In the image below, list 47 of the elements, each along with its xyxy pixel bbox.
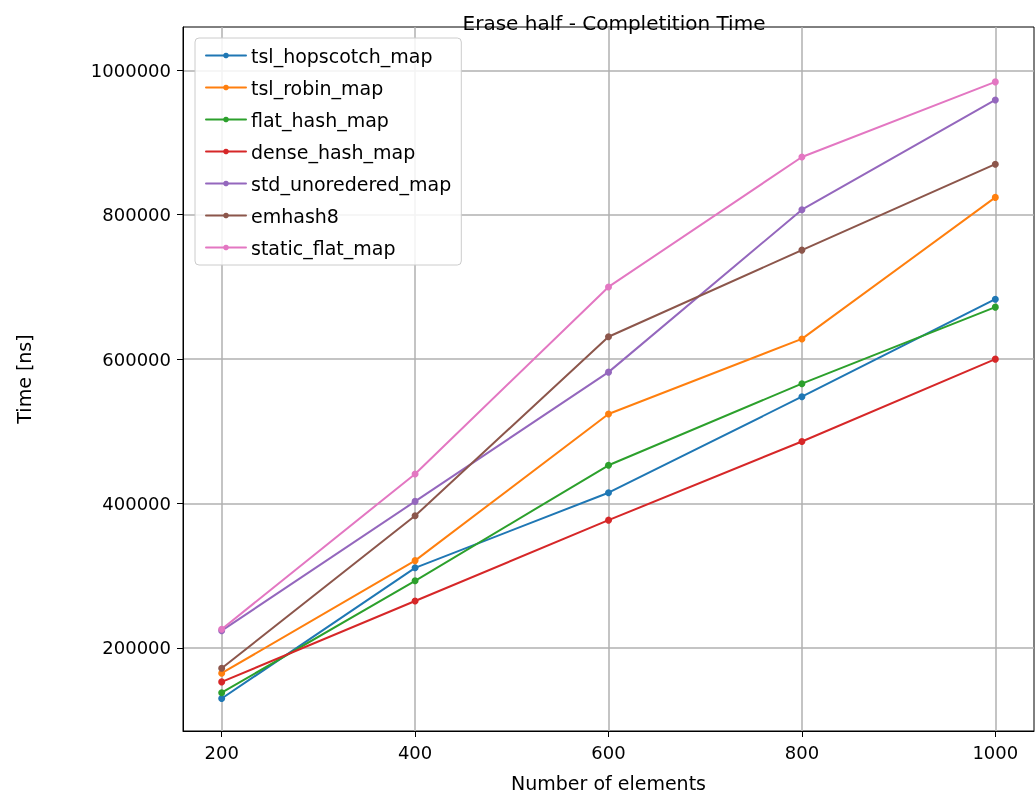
- y-tick-label: 1000000: [90, 59, 171, 81]
- point: [798, 206, 806, 214]
- x-tick-label: 800: [784, 741, 820, 763]
- chart-title: Erase half - Completition Time: [462, 11, 766, 35]
- point: [991, 295, 999, 303]
- y-tick-label: 600000: [102, 348, 171, 370]
- point: [411, 564, 419, 572]
- point: [411, 577, 419, 585]
- point: [218, 664, 226, 672]
- x-tick-label: 1000: [972, 741, 1019, 763]
- x-axis-title: Number of elements: [511, 771, 706, 794]
- point: [991, 355, 999, 363]
- point: [605, 283, 612, 291]
- point: [411, 497, 419, 505]
- point: [798, 246, 806, 254]
- legend-label: emhash8: [251, 204, 339, 227]
- point: [411, 557, 419, 565]
- point: [605, 516, 612, 524]
- point: [605, 461, 612, 469]
- point: [991, 193, 999, 201]
- legend-label: std_unoredered_map: [251, 172, 452, 196]
- legend-label: flat_hash_map: [251, 108, 389, 132]
- y-tick-label: 200000: [102, 637, 171, 659]
- x-tick-label: 400: [397, 741, 433, 763]
- y-axis-title: Time [ns]: [12, 334, 35, 425]
- legend-label: tsl_robin_map: [251, 76, 384, 100]
- point: [798, 380, 806, 388]
- point: [605, 410, 612, 418]
- point: [218, 689, 226, 697]
- legend-label: tsl_hopscotch_map: [251, 44, 433, 68]
- point: [991, 160, 999, 168]
- point: [991, 303, 999, 311]
- y-tick-label: 400000: [102, 493, 171, 515]
- point: [798, 393, 806, 401]
- point: [798, 437, 806, 445]
- legend-label: static_flat_map: [251, 236, 396, 260]
- point: [605, 489, 612, 497]
- point: [411, 512, 419, 520]
- x-tick-label: 600: [591, 741, 626, 763]
- point: [218, 678, 226, 686]
- point: [991, 78, 999, 86]
- legend-label: dense_hash_map: [251, 140, 416, 164]
- point: [991, 96, 999, 104]
- point: [605, 333, 612, 341]
- point: [605, 368, 612, 376]
- x-tick-label: 200: [204, 741, 239, 763]
- y-tick-label: 800000: [102, 204, 171, 226]
